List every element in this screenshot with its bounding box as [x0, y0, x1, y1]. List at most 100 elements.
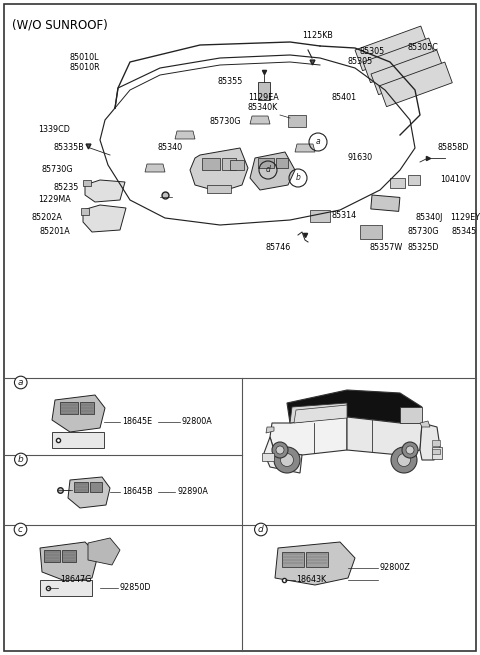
Polygon shape — [85, 180, 125, 202]
Bar — [60, 402, 78, 414]
Polygon shape — [88, 538, 120, 565]
Bar — [258, 82, 270, 100]
Text: 85357W: 85357W — [370, 244, 403, 252]
Bar — [80, 402, 94, 414]
Text: d: d — [258, 525, 264, 534]
Polygon shape — [347, 417, 422, 455]
Text: 92850D: 92850D — [120, 584, 152, 593]
Bar — [360, 225, 382, 239]
Text: 85340K: 85340K — [248, 103, 278, 113]
Bar — [355, 26, 428, 71]
Text: 18645E: 18645E — [122, 417, 152, 426]
Text: 85355: 85355 — [218, 77, 243, 86]
Text: 1125KB: 1125KB — [302, 31, 333, 41]
Circle shape — [402, 442, 418, 458]
Bar — [432, 440, 440, 446]
Text: 91630: 91630 — [348, 153, 373, 162]
Polygon shape — [264, 437, 302, 473]
Text: 85305: 85305 — [360, 48, 385, 56]
Bar — [81, 208, 89, 215]
Bar — [363, 38, 436, 83]
Text: 1229MA: 1229MA — [38, 195, 71, 204]
Text: 85858D: 85858D — [438, 143, 469, 153]
Bar — [230, 160, 244, 170]
Polygon shape — [294, 405, 347, 423]
Bar — [74, 482, 88, 492]
Bar — [282, 552, 304, 567]
Text: 85314: 85314 — [332, 210, 357, 219]
Bar — [62, 550, 76, 562]
Text: a: a — [18, 378, 24, 387]
Bar — [276, 158, 288, 168]
Circle shape — [406, 446, 414, 454]
Text: 85730G: 85730G — [408, 227, 440, 236]
Text: 18645B: 18645B — [122, 487, 153, 496]
Polygon shape — [287, 390, 422, 423]
Text: 85335B: 85335B — [54, 143, 85, 153]
Text: 85730G: 85730G — [42, 166, 73, 174]
Circle shape — [391, 447, 417, 473]
Polygon shape — [40, 542, 98, 582]
Text: 85010R: 85010R — [70, 64, 101, 73]
Text: b: b — [296, 174, 300, 183]
Polygon shape — [250, 116, 270, 124]
Text: b: b — [18, 455, 24, 464]
Text: c: c — [18, 525, 23, 534]
Bar — [44, 550, 60, 562]
Text: 85202A: 85202A — [32, 214, 63, 223]
Polygon shape — [290, 403, 347, 423]
Polygon shape — [68, 477, 110, 508]
Circle shape — [397, 453, 410, 466]
Polygon shape — [52, 395, 105, 432]
Bar — [202, 158, 220, 170]
Text: 85305: 85305 — [348, 58, 373, 67]
Text: 85201A: 85201A — [40, 227, 71, 236]
Bar — [52, 432, 104, 448]
Polygon shape — [420, 423, 440, 460]
Text: 18643K: 18643K — [296, 576, 326, 584]
Polygon shape — [250, 152, 295, 190]
Bar — [258, 158, 274, 168]
Bar — [306, 552, 328, 567]
Text: 85235: 85235 — [54, 183, 79, 193]
Bar — [288, 115, 306, 127]
Polygon shape — [145, 164, 165, 172]
Text: 85746: 85746 — [265, 244, 290, 252]
Text: 85325D: 85325D — [408, 244, 440, 252]
Bar — [432, 449, 440, 454]
Polygon shape — [190, 148, 248, 192]
Bar — [40, 580, 92, 596]
Bar — [432, 447, 442, 459]
Text: 10410V: 10410V — [440, 176, 470, 185]
Text: 92890A: 92890A — [177, 487, 208, 496]
Text: 85340J: 85340J — [416, 214, 444, 223]
Polygon shape — [275, 542, 355, 585]
Bar — [310, 210, 330, 222]
Text: d: d — [265, 166, 270, 174]
Circle shape — [272, 442, 288, 458]
Polygon shape — [83, 205, 126, 232]
Text: 92800A: 92800A — [182, 417, 213, 426]
Text: 85305C: 85305C — [408, 43, 439, 52]
Bar — [207, 185, 231, 193]
Text: 1129EY: 1129EY — [450, 214, 480, 223]
Bar — [379, 62, 452, 107]
Circle shape — [274, 447, 300, 473]
Polygon shape — [175, 131, 195, 139]
Text: 92800Z: 92800Z — [380, 563, 411, 572]
Bar — [90, 482, 102, 492]
Text: 1339CD: 1339CD — [38, 126, 70, 134]
Bar — [371, 50, 444, 95]
Text: (W/O SUNROOF): (W/O SUNROOF) — [12, 18, 108, 31]
Text: 85345: 85345 — [452, 227, 477, 236]
Text: 1129EA: 1129EA — [248, 94, 279, 102]
Text: 85010L: 85010L — [70, 54, 99, 62]
Text: 85401: 85401 — [332, 94, 357, 102]
Bar — [222, 158, 236, 170]
Polygon shape — [295, 144, 315, 152]
Bar — [408, 175, 420, 185]
Text: 18647G: 18647G — [60, 576, 91, 584]
Polygon shape — [270, 417, 347, 455]
Text: a: a — [316, 138, 320, 147]
Bar — [390, 178, 405, 188]
